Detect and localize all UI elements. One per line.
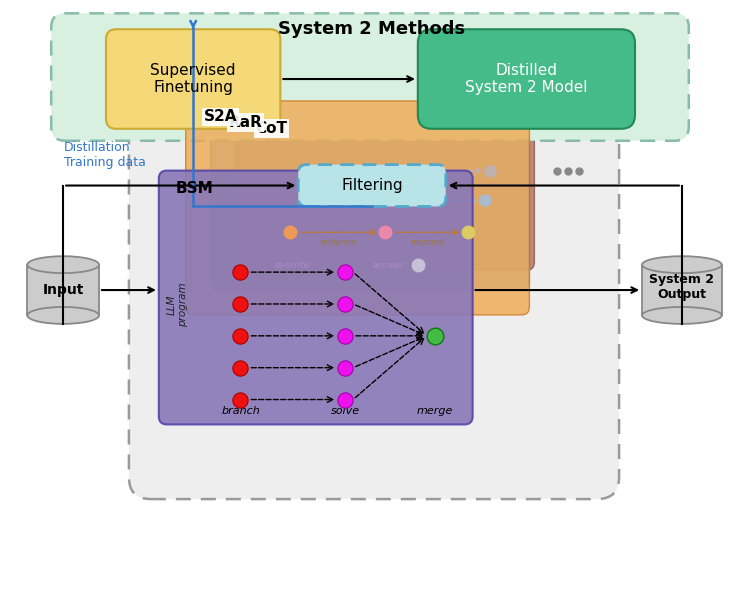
Ellipse shape: [642, 307, 722, 324]
Text: answer: answer: [371, 260, 404, 269]
FancyBboxPatch shape: [418, 29, 635, 129]
FancyBboxPatch shape: [186, 101, 530, 315]
Ellipse shape: [28, 256, 99, 273]
FancyBboxPatch shape: [642, 265, 722, 316]
Text: System 2 Methods: System 2 Methods: [278, 20, 466, 38]
Text: merge: merge: [417, 406, 453, 416]
FancyBboxPatch shape: [298, 164, 446, 206]
Text: re-write: re-write: [275, 260, 310, 269]
Text: branch: branch: [221, 406, 260, 416]
Ellipse shape: [642, 256, 722, 273]
Text: Distilled
System 2 Model: Distilled System 2 Model: [465, 63, 588, 95]
Text: S2A: S2A: [204, 109, 237, 124]
Text: Filtering: Filtering: [341, 178, 403, 193]
Text: CoT: CoT: [255, 121, 287, 136]
Text: RaR: RaR: [228, 115, 263, 130]
FancyBboxPatch shape: [51, 13, 689, 141]
Text: System 2
Output: System 2 Output: [650, 273, 714, 301]
Text: BSM: BSM: [176, 181, 214, 196]
Text: Input: Input: [42, 283, 84, 297]
FancyBboxPatch shape: [28, 265, 99, 316]
FancyBboxPatch shape: [211, 106, 530, 290]
Text: respond: respond: [411, 238, 445, 247]
FancyBboxPatch shape: [106, 29, 280, 129]
FancyBboxPatch shape: [236, 111, 534, 270]
Text: Distillation
Training data: Distillation Training data: [64, 141, 146, 169]
FancyBboxPatch shape: [158, 170, 472, 424]
Text: LLM
program: LLM program: [167, 283, 188, 327]
Text: enhance: enhance: [320, 238, 356, 247]
Ellipse shape: [28, 307, 99, 324]
Text: solve: solve: [330, 406, 359, 416]
FancyBboxPatch shape: [129, 81, 619, 499]
Text: Supervised
Finetuning: Supervised Finetuning: [150, 63, 236, 95]
